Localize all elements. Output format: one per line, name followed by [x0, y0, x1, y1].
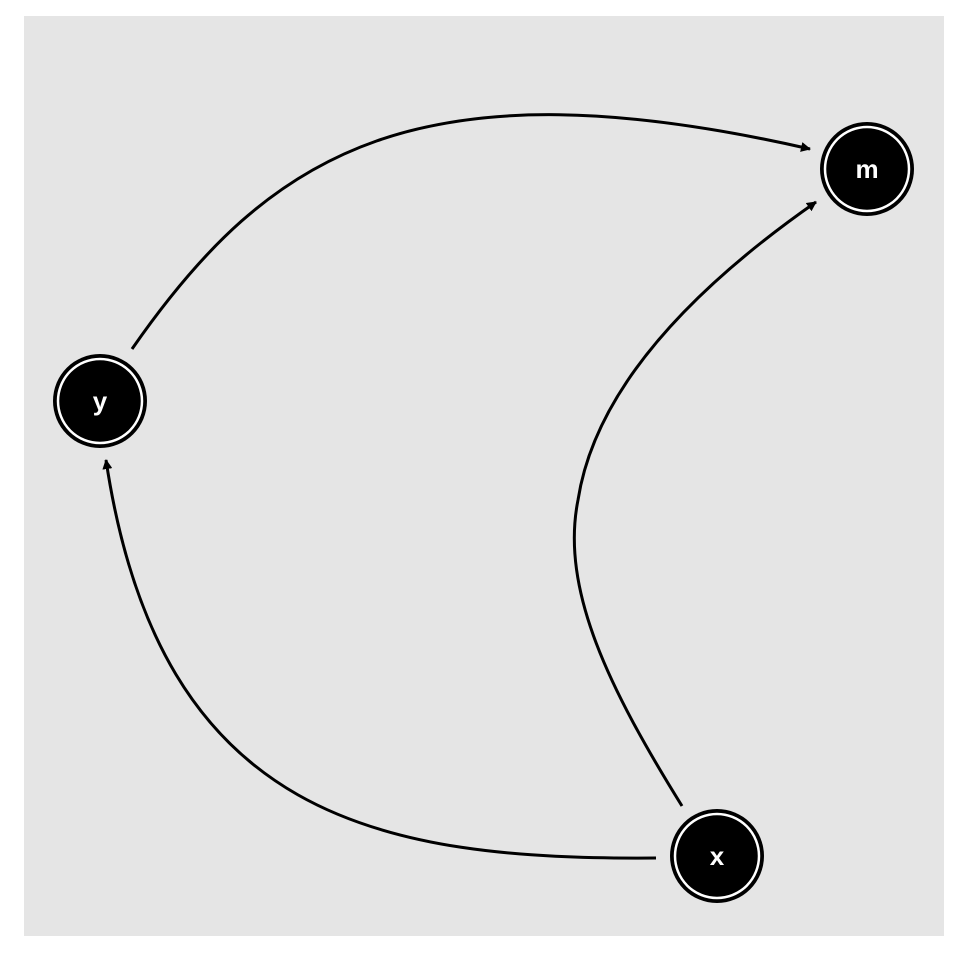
node-x-label: x	[710, 841, 725, 871]
panel-background	[24, 16, 944, 936]
node-x: x	[670, 809, 764, 903]
edge-x-to-m	[572, 200, 817, 807]
node-y: y	[53, 354, 147, 448]
edge-x-to-y	[102, 459, 657, 860]
node-m-label: m	[855, 154, 878, 184]
node-y-label: y	[93, 386, 108, 416]
edge-y-to-m	[130, 113, 811, 350]
node-m: m	[820, 122, 914, 216]
